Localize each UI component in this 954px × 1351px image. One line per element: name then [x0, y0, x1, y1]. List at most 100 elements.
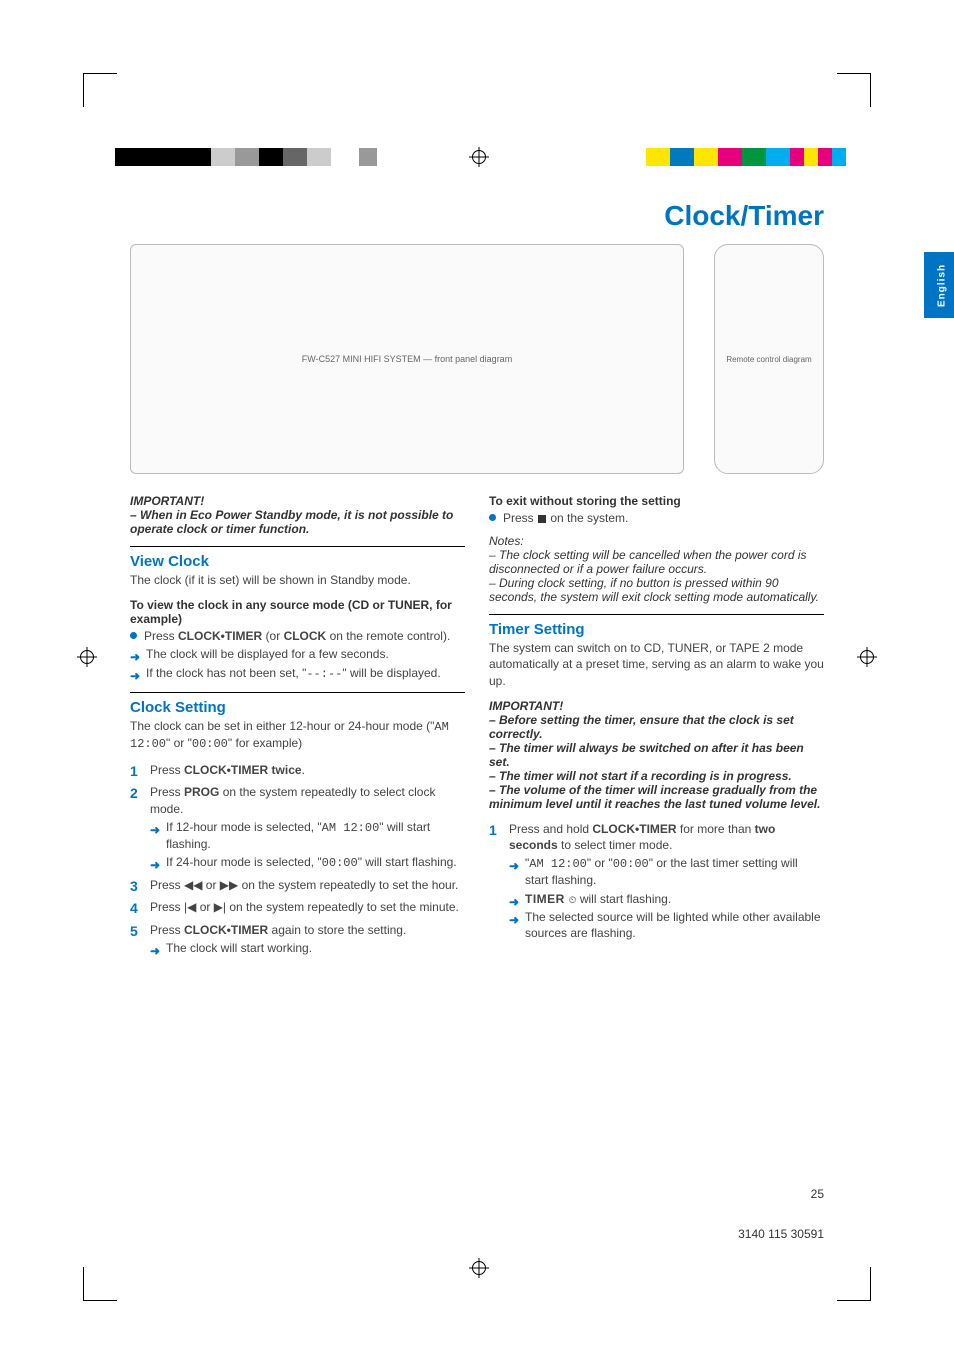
- crop-mark: [83, 1267, 117, 1301]
- arrow-line: ➜ The clock will start working.: [150, 940, 465, 956]
- segment-text: --:--: [306, 667, 342, 681]
- text: The clock will be displayed for a few se…: [146, 647, 389, 661]
- text: Press and hold: [509, 822, 592, 836]
- step-item: Press |◀ or ▶| on the system repeatedly …: [130, 899, 465, 915]
- notes-heading: Notes:: [489, 534, 824, 548]
- step-item: Press CLOCK•TIMER again to store the set…: [130, 922, 465, 956]
- text: " will start flashing.: [358, 855, 457, 869]
- important-heading: IMPORTANT!: [130, 494, 465, 508]
- divider: [489, 614, 824, 615]
- arrow-line: ➜ If the clock has not been set, "--:--"…: [130, 665, 465, 682]
- arrow-icon: ➜: [150, 822, 160, 838]
- important-item: – The volume of the timer will increase …: [489, 783, 824, 811]
- timer-setting-heading: Timer Setting: [489, 621, 824, 638]
- document-number: 3140 115 30591: [738, 1227, 824, 1241]
- text: Press: [144, 629, 178, 643]
- text: .: [302, 763, 305, 777]
- text: The clock will start working.: [166, 941, 312, 955]
- registration-mark: [472, 150, 486, 164]
- language-tab: English: [924, 252, 954, 318]
- left-column: IMPORTANT! – When in Eco Power Standby m…: [130, 494, 465, 962]
- arrow-icon: ➜: [509, 858, 519, 874]
- exit-bullet: Press on the system.: [489, 510, 824, 526]
- stop-icon: [538, 515, 546, 523]
- text: for more than: [677, 822, 755, 836]
- crop-mark: [837, 1267, 871, 1301]
- device-figure: FW-C527 MINI HIFI SYSTEM — front panel d…: [130, 244, 684, 474]
- text: Press |◀ or ▶| on the system repeatedly …: [150, 900, 459, 914]
- arrow-line: ➜ The selected source will be lighted wh…: [509, 909, 824, 941]
- printer-colorbar-left: [115, 148, 377, 166]
- arrow-icon: ➜: [130, 668, 140, 684]
- arrow-line: ➜ If 24-hour mode is selected, "00:00" w…: [150, 854, 465, 871]
- text: CLOCK•TIMER: [592, 822, 676, 836]
- exit-heading: To exit without storing the setting: [489, 494, 824, 508]
- text: " will be displayed.: [342, 666, 440, 680]
- step-item: Press PROG on the system repeatedly to s…: [130, 784, 465, 871]
- text: to select timer mode.: [558, 838, 673, 852]
- remote-figure: Remote control diagram: [714, 244, 824, 474]
- arrow-line: ➜ "AM 12:00" or "00:00" or the last time…: [509, 855, 824, 888]
- registration-mark: [472, 1261, 486, 1275]
- text: will start flashing.: [576, 892, 671, 906]
- arrow-line: ➜ TIMER ⏲ will start flashing.: [509, 891, 824, 908]
- step-item: Press ◀◀ or ▶▶ on the system repeatedly …: [130, 877, 465, 893]
- arrow-icon: ➜: [509, 912, 519, 928]
- printer-colorbar-right: [646, 148, 846, 166]
- text: Press: [503, 511, 537, 525]
- clock-setting-body: The clock can be set in either 12-hour o…: [130, 718, 465, 752]
- text: The clock can be set in either 12-hour o…: [130, 719, 434, 733]
- text: again to store the setting.: [268, 923, 406, 937]
- text: Press: [150, 923, 184, 937]
- important-item: – Before setting the timer, ensure that …: [489, 713, 824, 741]
- text: " or ": [166, 736, 192, 750]
- text: " for example): [228, 736, 302, 750]
- arrow-icon: ➜: [150, 857, 160, 873]
- text: If 24-hour mode is selected, ": [166, 855, 322, 869]
- arrow-icon: ➜: [150, 943, 160, 959]
- text: on the remote control).: [326, 629, 450, 643]
- crop-mark: [83, 73, 117, 107]
- note-item: – During clock setting, if no button is …: [489, 576, 824, 604]
- important-item: – The timer will not start if a recordin…: [489, 769, 824, 783]
- clock-setting-heading: Clock Setting: [130, 699, 465, 716]
- text: " or ": [587, 856, 613, 870]
- segment-text: 00:00: [322, 856, 358, 870]
- text: If 12-hour mode is selected, ": [166, 820, 322, 834]
- segment-text: AM 12:00: [322, 821, 380, 835]
- arrow-line: ➜ If 12-hour mode is selected, "AM 12:00…: [150, 819, 465, 852]
- arrow-icon: ➜: [130, 649, 140, 665]
- registration-mark: [860, 650, 874, 664]
- text: on the system.: [547, 511, 628, 525]
- page-number: 25: [811, 1187, 824, 1201]
- bullet-icon: [130, 632, 137, 639]
- step-item: Press and hold CLOCK•TIMER for more than…: [489, 821, 824, 942]
- timer-setting-body: The system can switch on to CD, TUNER, o…: [489, 640, 824, 689]
- view-clock-subhead: To view the clock in any source mode (CD…: [130, 598, 465, 626]
- note-item: – The clock setting will be cancelled wh…: [489, 548, 824, 576]
- text: The selected source will be lighted whil…: [525, 910, 821, 940]
- view-clock-body: The clock (if it is set) will be shown i…: [130, 572, 465, 588]
- registration-mark: [80, 650, 94, 664]
- text: CLOCK•TIMER twice: [184, 763, 302, 777]
- right-column: To exit without storing the setting Pres…: [489, 494, 824, 962]
- text: CLOCK•TIMER: [184, 923, 268, 937]
- step-item: Press CLOCK•TIMER twice.: [130, 762, 465, 778]
- text: Press: [150, 785, 184, 799]
- divider: [130, 692, 465, 693]
- text: If the clock has not been set, ": [146, 666, 306, 680]
- important-body: – When in Eco Power Standby mode, it is …: [130, 508, 465, 536]
- arrow-icon: ➜: [509, 894, 519, 910]
- view-clock-bullet: Press CLOCK•TIMER (or CLOCK on the remot…: [130, 628, 465, 644]
- view-clock-heading: View Clock: [130, 553, 465, 570]
- timer-steps: Press and hold CLOCK•TIMER for more than…: [489, 821, 824, 942]
- clock-setting-steps: Press CLOCK•TIMER twice. Press PROG on t…: [130, 762, 465, 956]
- segment-text: 00:00: [613, 857, 649, 871]
- arrow-line: ➜ The clock will be displayed for a few …: [130, 646, 465, 662]
- text: CLOCK•TIMER: [178, 629, 262, 643]
- text: Press ◀◀ or ▶▶ on the system repeatedly …: [150, 878, 458, 892]
- crop-mark: [837, 73, 871, 107]
- important-heading: IMPORTANT!: [489, 699, 824, 713]
- text: PROG: [184, 785, 219, 799]
- page-title: Clock/Timer: [100, 200, 824, 232]
